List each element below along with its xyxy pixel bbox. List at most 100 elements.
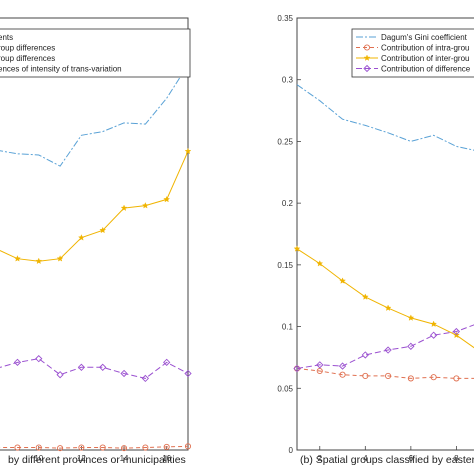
data-point-diamond	[363, 64, 371, 73]
left-caption: by different provinces or municipalities	[8, 454, 186, 466]
y-tick-label: 0	[289, 446, 294, 455]
data-point-circle	[184, 443, 192, 450]
y-tick-label: 0.35	[277, 14, 293, 23]
right-plot-frame	[296, 17, 474, 451]
y-tick-label: 0.2	[282, 199, 294, 208]
data-point-star	[316, 260, 324, 267]
series-gini	[296, 84, 474, 151]
data-point-star	[120, 204, 128, 211]
data-point-circle	[99, 444, 106, 451]
data-point-star	[363, 54, 371, 61]
x-tick-label: 6	[409, 454, 414, 463]
data-point-circle	[142, 444, 149, 451]
data-point-star	[384, 304, 392, 311]
data-point-star	[141, 202, 149, 209]
series-line-trans	[0, 358, 189, 379]
data-point-star	[14, 255, 21, 262]
right-y-ticks: 0 0.05 0.1 0.15 0.2 0.25 0.3 0.35	[277, 14, 301, 455]
data-point-circle	[35, 444, 42, 451]
data-point-circle	[78, 444, 85, 451]
series-intra	[0, 443, 192, 452]
y-tick-label: 0.25	[277, 137, 293, 146]
data-point-diamond	[384, 346, 392, 354]
right-caption: (b) Spatial groups classified by easter	[300, 454, 474, 466]
series-line-gini	[0, 64, 189, 167]
right-series	[293, 84, 474, 382]
data-point-star	[339, 277, 346, 284]
data-point-circle	[407, 375, 414, 382]
series-trans	[293, 324, 474, 373]
x-tick-label: 14	[120, 454, 129, 463]
series-gini	[0, 64, 189, 167]
series-line-gini	[296, 84, 474, 151]
series-trans	[0, 355, 192, 383]
data-point-diamond	[407, 342, 415, 350]
data-point-circle	[385, 372, 392, 379]
data-point-diamond	[120, 369, 128, 378]
data-point-circle	[57, 445, 64, 452]
left-plot-frame	[0, 17, 189, 451]
data-point-diamond	[56, 371, 64, 379]
data-point-circle	[14, 444, 21, 451]
legend-label-trans: Contribution of difference	[381, 65, 471, 74]
x-tick-label: 10	[34, 454, 43, 463]
y-tick-label: 0.1	[282, 323, 294, 332]
data-point-star	[293, 245, 301, 252]
legend-label-inter: roup differences	[0, 54, 55, 63]
data-point-star	[163, 195, 171, 203]
data-point-star	[407, 314, 415, 321]
data-point-diamond	[361, 351, 369, 359]
left-series	[0, 64, 192, 452]
legend-label-intra: roup differences	[0, 44, 55, 53]
series-inter	[0, 147, 192, 265]
legend-label-gini: ents	[0, 33, 13, 42]
series-inter	[293, 245, 474, 349]
data-point-circle	[120, 445, 128, 452]
legend-label-intra: Contribution of intra-grou	[381, 44, 470, 53]
data-point-circle	[430, 374, 437, 381]
x-tick-label: 2	[318, 454, 323, 463]
data-point-circle	[363, 44, 371, 51]
series-line-intra	[296, 368, 474, 379]
data-point-diamond	[184, 369, 192, 378]
x-tick-label: 16	[162, 454, 171, 463]
data-point-diamond	[293, 364, 301, 373]
data-point-circle	[453, 375, 460, 382]
data-point-circle	[362, 372, 369, 379]
data-point-star	[99, 226, 107, 234]
data-point-star	[361, 293, 369, 300]
data-point-diamond	[316, 361, 324, 369]
data-point-diamond	[77, 363, 86, 371]
data-point-diamond	[99, 363, 107, 371]
y-tick-label: 0.3	[282, 76, 294, 85]
data-point-diamond	[13, 358, 22, 367]
data-point-circle	[339, 371, 346, 378]
data-point-star	[78, 234, 85, 241]
data-point-diamond	[163, 358, 171, 367]
data-point-diamond	[429, 331, 438, 339]
x-tick-label: 4	[363, 454, 368, 463]
series-line-trans	[296, 324, 474, 369]
left-legend-box	[0, 28, 191, 78]
right-x-ticks: 2 4 6 8	[318, 446, 459, 463]
data-point-diamond	[141, 374, 149, 383]
data-point-circle	[163, 443, 170, 450]
legend-label-gini: Dagum's Gini coefficient	[381, 33, 468, 42]
data-point-star	[35, 257, 43, 265]
series-line-inter	[0, 151, 189, 262]
legend-label-inter: Contribution of inter-grou	[381, 54, 470, 63]
legend-label-trans: ences of intensity of trans-variation	[0, 65, 122, 74]
y-tick-label: 0.05	[277, 384, 293, 393]
data-point-diamond	[35, 355, 43, 363]
chart-right: 0 0.05 0.1 0.15 0.2 0.25 0.3 0.35 2 4 6 8 Dagum's …	[277, 14, 474, 466]
data-point-star	[56, 255, 64, 262]
y-tick-label: 0.15	[277, 261, 293, 270]
data-point-diamond	[338, 362, 347, 370]
data-point-star	[430, 320, 438, 327]
x-tick-label: 8	[454, 454, 459, 463]
data-point-star	[184, 147, 192, 155]
right-legend: Dagum's Gini coefficient Contribution of …	[351, 28, 474, 78]
